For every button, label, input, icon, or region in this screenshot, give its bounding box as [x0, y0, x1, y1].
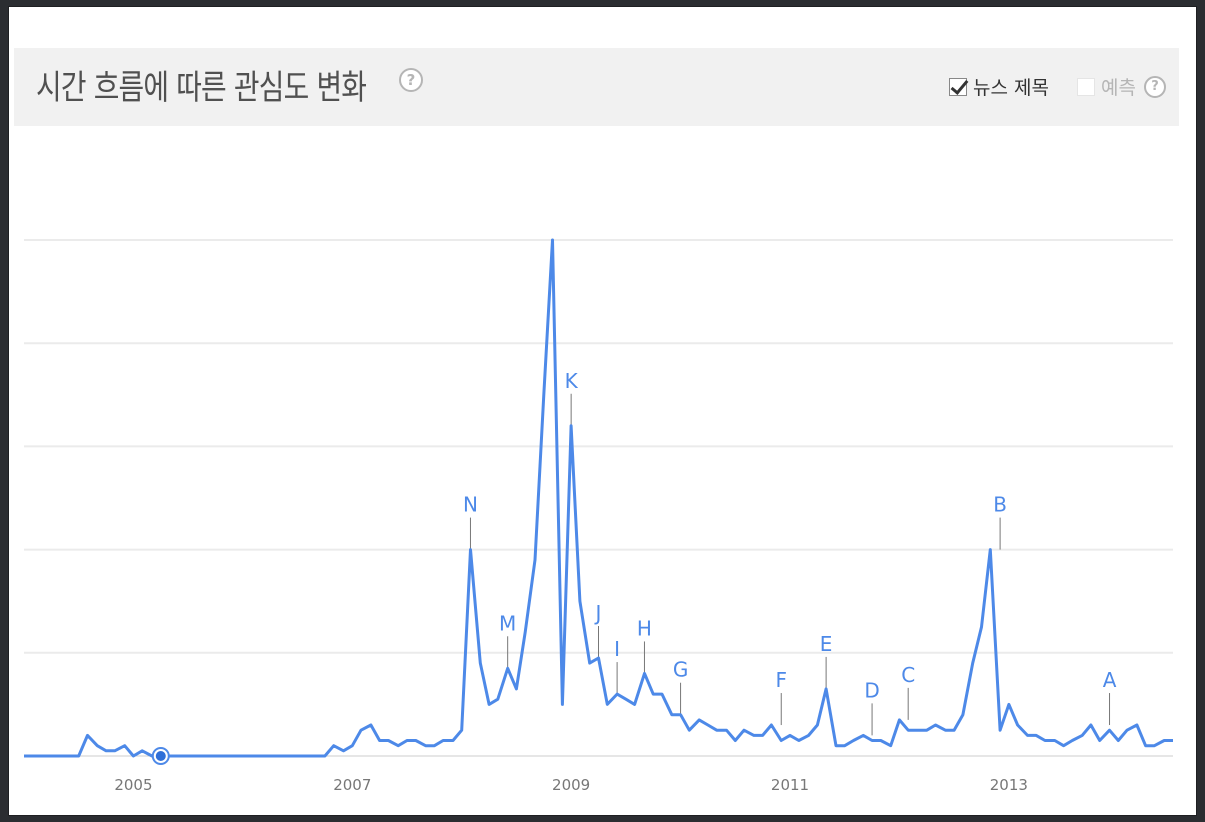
help-icon[interactable]: ? [399, 68, 423, 92]
news-headlines-toggle[interactable]: 뉴스 제목 [949, 73, 1049, 100]
annotation-label: E [820, 632, 833, 656]
annotation-label: N [463, 493, 478, 517]
annotation-label: D [864, 678, 879, 702]
annotation-label: H [637, 616, 652, 640]
forecast-help-icon[interactable]: ? [1143, 75, 1166, 98]
checkbox-unchecked-icon[interactable] [1077, 77, 1095, 96]
checkbox-checked-icon[interactable] [949, 77, 967, 96]
news-headlines-label: 뉴스 제목 [973, 77, 1049, 99]
x-tick-label: 2005 [114, 776, 152, 794]
annotation-label: G [673, 658, 689, 682]
chart-header: 시간 흐름에 따른 관심도 변화 ? 뉴스 제목 예측 ? [14, 48, 1179, 126]
annotation-label: A [1103, 668, 1117, 692]
timeline-marker [155, 751, 166, 761]
x-tick-label: 2011 [771, 776, 809, 794]
chart-title: 시간 흐름에 따른 관심도 변화 [36, 68, 367, 108]
series-line [24, 238, 1173, 758]
forecast-toggle[interactable]: 예측 ? [1077, 73, 1166, 100]
x-tick-label: 2007 [333, 776, 371, 794]
annotation-label: M [499, 611, 516, 635]
annotation-label: B [993, 493, 1007, 517]
x-tick-label: 2013 [990, 776, 1028, 794]
x-tick-label: 2009 [552, 776, 590, 794]
annotation-label: F [775, 668, 787, 692]
annotation-label: I [614, 637, 620, 661]
annotation-label: K [565, 369, 579, 393]
forecast-label: 예측 [1101, 77, 1136, 99]
annotation-label: J [594, 601, 602, 625]
annotation-label: C [901, 663, 915, 687]
